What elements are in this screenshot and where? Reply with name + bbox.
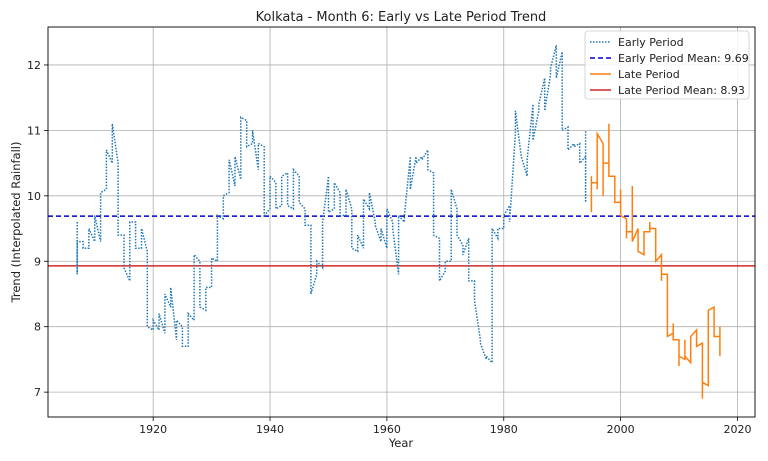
plot-frame xyxy=(47,26,756,418)
x-tick-label: 1980 xyxy=(490,423,518,436)
y-tick-label: 12 xyxy=(27,59,41,72)
late-period-line xyxy=(590,123,721,399)
y-axis-ticks: 7 8 9 10 11 12 xyxy=(27,59,48,399)
y-tick-label: 11 xyxy=(27,124,41,137)
x-axis-label: Year xyxy=(388,436,414,450)
x-axis-ticks: 1920 1940 1960 1980 2000 2020 xyxy=(139,417,751,436)
y-tick-label: 10 xyxy=(27,190,41,203)
x-tick-label: 1960 xyxy=(373,423,401,436)
x-tick-label: 2020 xyxy=(723,423,751,436)
y-tick-label: 8 xyxy=(34,321,41,334)
legend-early-mean-label: Early Period Mean: 9.69 xyxy=(618,52,749,65)
legend: Early Period Early Period Mean: 9.69 Late … xyxy=(584,30,750,100)
mean-reference-lines xyxy=(48,215,755,267)
legend-late-mean-label: Late Period Mean: 8.93 xyxy=(618,84,745,97)
y-axis-label: Trend (Interpolated Rainfall) xyxy=(9,142,23,304)
y-tick-label: 9 xyxy=(34,255,41,268)
x-tick-label: 1940 xyxy=(256,423,284,436)
legend-box xyxy=(584,30,750,100)
legend-late-period-label: Late Period xyxy=(618,68,680,81)
x-tick-label: 1920 xyxy=(139,423,167,436)
legend-early-period-label: Early Period xyxy=(618,36,684,49)
y-tick-label: 7 xyxy=(34,386,41,399)
grid-lines xyxy=(48,27,755,417)
data-series xyxy=(76,45,721,399)
x-tick-label: 2000 xyxy=(607,423,635,436)
chart-title: Kolkata - Month 6: Early vs Late Period … xyxy=(256,10,547,25)
